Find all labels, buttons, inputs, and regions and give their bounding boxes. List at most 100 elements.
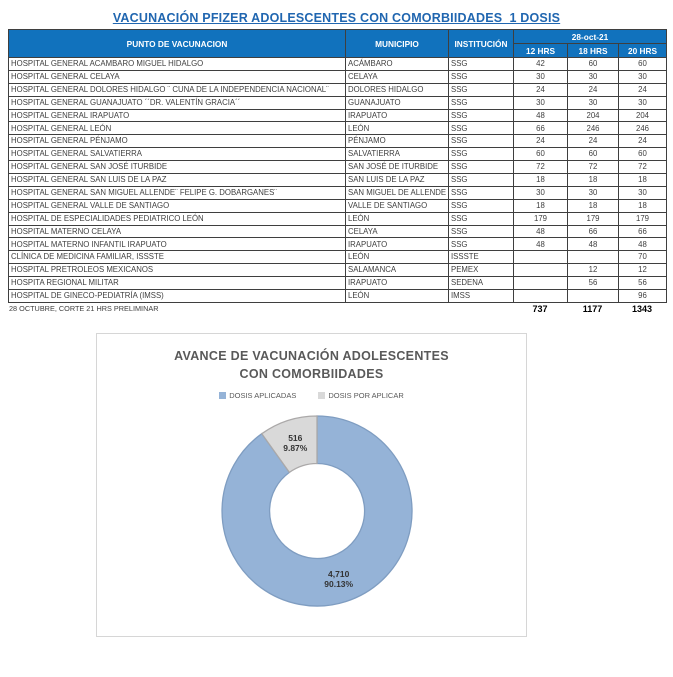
cell-h18: 66 <box>567 224 619 239</box>
cell-institucion: SSG <box>448 211 514 226</box>
table-row: HOSPITAL DE ESPECIALIDADES PEDIATRICO LE… <box>8 211 667 226</box>
chart-legend: DOSIS APLICADAS DOSIS POR APLICAR <box>97 391 526 400</box>
chart-title: AVANCE DE VACUNACIÓN ADOLESCENTES CON CO… <box>174 348 449 382</box>
column-header-18hrs: 18 HRS <box>567 43 619 58</box>
cell-municipio: SAN JOSÉ DE ITURBIDE <box>345 160 449 175</box>
cell-institucion: SSG <box>448 108 514 123</box>
cell-municipio: DOLORES HIDALGO <box>345 82 449 97</box>
cell-h18: 30 <box>567 69 619 84</box>
cell-h12 <box>513 276 568 291</box>
total-18hrs: 1177 <box>582 303 603 314</box>
table-row: CLÍNICA DE MEDICINA FAMILIAR, ISSSTE LEÓN… <box>8 250 667 265</box>
cell-h20: 60 <box>618 57 667 71</box>
cell-municipio: CELAYA <box>345 69 449 84</box>
cell-punto: HOSPITA REGIONAL MILITAR <box>8 276 346 291</box>
table-row: HOSPITAL GENERAL SAN LUIS DE LA PAZ SAN L… <box>8 173 667 187</box>
table-row: HOSPITAL GENERAL SAN MIGUEL ALLENDE¨ FEL… <box>8 185 667 200</box>
donut-slice-dosis-aplicadas <box>221 415 413 607</box>
cell-h12: 24 <box>513 134 568 149</box>
legend-label: DOSIS POR APLICAR <box>328 391 404 401</box>
cell-h12 <box>513 263 568 278</box>
table-row: HOSPITAL GENERAL DOLORES HIDALGO ¨ CUNA … <box>8 82 667 97</box>
column-header-date: 28-oct-21 <box>513 29 667 44</box>
table-row: HOSPITAL MATERNO CELAYA CELAYA SSG 48 66 66 <box>8 224 667 239</box>
cell-institucion: PEMEX <box>448 263 514 278</box>
cell-punto: HOSPITAL GENERAL GUANAJUATO ´´DR. VALENT… <box>8 95 346 110</box>
cell-punto: HOSPITAL PRETROLEOS MEXICANOS <box>8 263 346 278</box>
table-row: HOSPITAL PRETROLEOS MEXICANOS SALAMANCA PE… <box>8 263 667 278</box>
column-header-20hrs: 20 HRS <box>618 43 667 58</box>
legend-swatch-gray-icon <box>318 392 326 400</box>
cell-h12: 30 <box>513 185 568 200</box>
cell-h12: 60 <box>513 147 568 162</box>
cell-institucion: SSG <box>448 160 514 175</box>
table-row: HOSPITAL GENERAL SAN JOSÉ ITURBIDE SAN JO… <box>8 160 667 175</box>
cell-h20: 30 <box>618 185 667 200</box>
table-body: HOSPITAL GENERAL ACAMBARO MIGUEL HIDALGO… <box>8 57 667 303</box>
cell-h12: 30 <box>513 95 568 110</box>
cell-h20: 72 <box>618 160 667 175</box>
cell-h20: 30 <box>618 95 667 110</box>
cell-municipio: CELAYA <box>345 224 449 239</box>
cell-h12: 24 <box>513 82 568 97</box>
cell-h18 <box>567 250 619 265</box>
cell-municipio: LEÓN <box>345 250 449 265</box>
column-header-12hrs: 12 HRS <box>513 43 568 58</box>
cell-institucion: SSG <box>448 121 514 136</box>
cell-h18: 48 <box>567 237 619 252</box>
column-header-institucion: INSTITUCIÓN <box>448 29 514 58</box>
cell-municipio: IRAPUATO <box>345 237 449 252</box>
cell-punto: HOSPITAL GENERAL SAN JOSÉ ITURBIDE <box>8 160 346 175</box>
cell-h12: 30 <box>513 69 568 84</box>
cell-h12 <box>513 289 568 303</box>
cell-h12: 42 <box>513 57 568 71</box>
cell-institucion: SSG <box>448 185 514 200</box>
donut-chart: 4,710 90.13% 516 9.87% <box>221 415 413 607</box>
cell-municipio: LEÓN <box>345 211 449 226</box>
cell-institucion: SSG <box>448 147 514 162</box>
legend-item-dosis-por-aplicar: DOSIS POR APLICAR <box>318 391 404 401</box>
cell-h18: 18 <box>567 173 619 187</box>
cell-punto: CLÍNICA DE MEDICINA FAMILIAR, ISSSTE <box>8 250 346 265</box>
cell-h20: 24 <box>618 134 667 149</box>
cell-h20: 246 <box>618 121 667 136</box>
table-row: HOSPITAL GENERAL LEÓN LEÓN SSG 66 246 246 <box>8 121 667 136</box>
cell-h18: 179 <box>567 211 619 226</box>
cell-punto: HOSPITAL DE GINECO-PEDIATRÍA (IMSS) <box>8 289 346 303</box>
cell-institucion: SSG <box>448 173 514 187</box>
cell-institucion: SSG <box>448 134 514 149</box>
cell-h18: 24 <box>567 134 619 149</box>
table-row: HOSPITAL GENERAL IRAPUATO IRAPUATO SSG 48 20… <box>8 108 667 123</box>
cell-h20: 48 <box>618 237 667 252</box>
cell-h20: 18 <box>618 173 667 187</box>
cell-punto: HOSPITAL GENERAL IRAPUATO <box>8 108 346 123</box>
cell-h20: 18 <box>618 198 667 213</box>
cell-municipio: IRAPUATO <box>345 276 449 291</box>
total-12hrs: 737 <box>532 303 548 314</box>
cell-institucion: IMSS <box>448 289 514 303</box>
table-row: HOSPITAL DE GINECO-PEDIATRÍA (IMSS) LEÓN I… <box>8 289 667 303</box>
cell-punto: HOSPITAL GENERAL SAN MIGUEL ALLENDE¨ FEL… <box>8 185 346 200</box>
cell-municipio: SALAMANCA <box>345 263 449 278</box>
cell-h20: 56 <box>618 276 667 291</box>
data-label: 516 9.87% <box>283 433 308 453</box>
cell-municipio: SALVATIERRA <box>345 147 449 162</box>
cell-h20: 96 <box>618 289 667 303</box>
cell-h12: 18 <box>513 173 568 187</box>
legend-item-dosis-aplicadas: DOSIS APLICADAS <box>219 391 296 400</box>
cell-institucion: SSG <box>448 95 514 110</box>
cell-punto: HOSPITAL GENERAL LEÓN <box>8 121 346 136</box>
cell-h18 <box>567 289 619 303</box>
cell-h12 <box>513 250 568 265</box>
cell-municipio: LEÓN <box>345 289 449 303</box>
cell-institucion: SSG <box>448 57 514 71</box>
cell-h12: 72 <box>513 160 568 175</box>
cell-institucion: ISSSTE <box>448 250 514 265</box>
cell-h18: 60 <box>567 57 619 71</box>
report-footnote: 28 OCTUBRE, CORTE 21 HRS PRELIMINAR <box>9 304 159 314</box>
column-header-punto: PUNTO DE VACUNACION <box>8 29 346 58</box>
totals-row: 28 OCTUBRE, CORTE 21 HRS PRELIMINAR 737 … <box>8 304 666 314</box>
table-header: PUNTO DE VACUNACION MUNICIPIO INSTITUCIÓ… <box>8 29 667 58</box>
cell-h20: 204 <box>618 108 667 123</box>
cell-h12: 18 <box>513 198 568 213</box>
